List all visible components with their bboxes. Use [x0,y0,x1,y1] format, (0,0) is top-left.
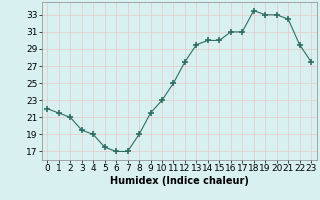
X-axis label: Humidex (Indice chaleur): Humidex (Indice chaleur) [110,176,249,186]
